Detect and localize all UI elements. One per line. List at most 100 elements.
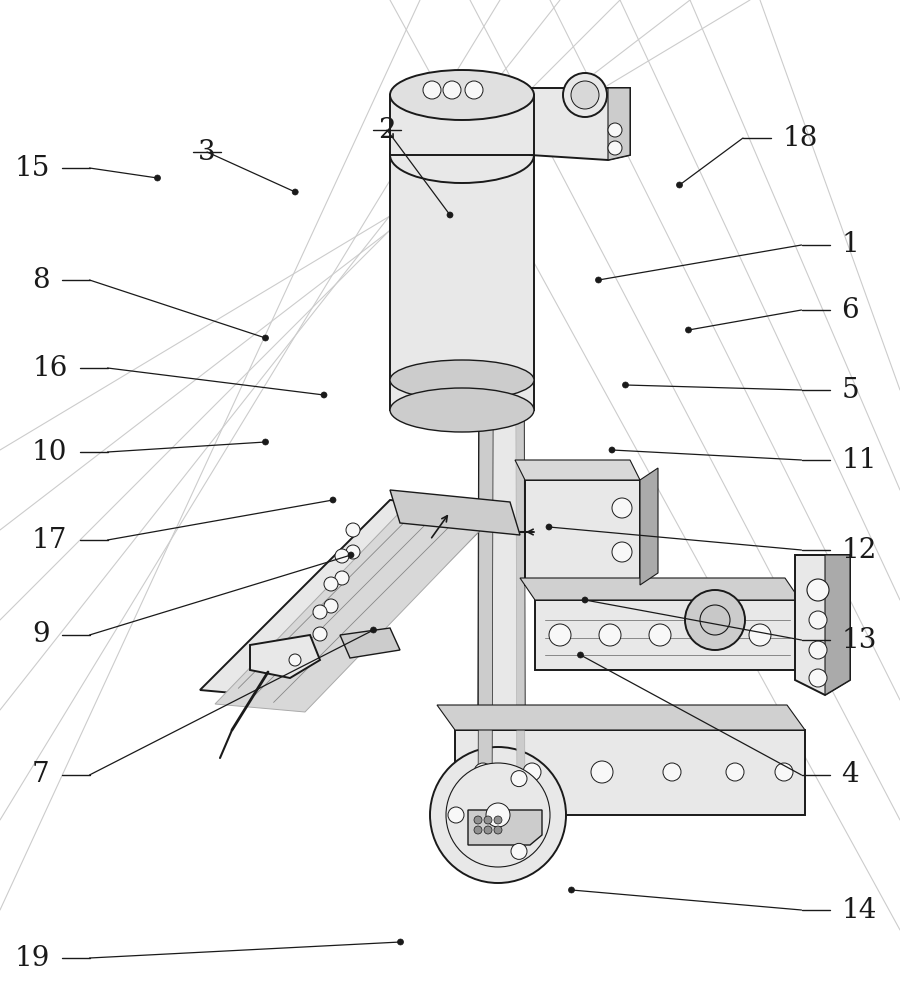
Circle shape xyxy=(700,605,730,635)
Text: 11: 11 xyxy=(842,446,877,474)
Circle shape xyxy=(511,843,527,859)
Circle shape xyxy=(446,763,550,867)
Text: 10: 10 xyxy=(32,438,68,466)
Text: 5: 5 xyxy=(842,376,859,403)
Text: 12: 12 xyxy=(842,536,877,564)
Text: 7: 7 xyxy=(32,762,50,788)
Polygon shape xyxy=(390,95,534,155)
Polygon shape xyxy=(468,810,542,845)
Circle shape xyxy=(749,624,771,646)
Text: 4: 4 xyxy=(842,762,859,788)
Polygon shape xyxy=(455,730,805,815)
Circle shape xyxy=(486,803,510,827)
Circle shape xyxy=(346,523,360,537)
Circle shape xyxy=(591,761,613,783)
Polygon shape xyxy=(215,512,490,712)
Circle shape xyxy=(371,627,376,633)
Circle shape xyxy=(494,816,502,824)
Polygon shape xyxy=(478,110,494,820)
Circle shape xyxy=(348,552,354,558)
Polygon shape xyxy=(608,88,630,160)
Ellipse shape xyxy=(390,360,534,400)
Polygon shape xyxy=(478,110,525,820)
Polygon shape xyxy=(825,555,850,695)
Polygon shape xyxy=(525,480,640,585)
Circle shape xyxy=(398,939,403,945)
Circle shape xyxy=(484,826,492,834)
Text: 3: 3 xyxy=(198,138,216,165)
Circle shape xyxy=(443,81,461,99)
Polygon shape xyxy=(530,88,630,160)
Circle shape xyxy=(335,549,349,563)
Text: 6: 6 xyxy=(842,296,859,324)
Polygon shape xyxy=(795,555,850,695)
Ellipse shape xyxy=(390,70,534,120)
Circle shape xyxy=(263,439,268,445)
Polygon shape xyxy=(515,460,640,480)
Circle shape xyxy=(563,73,607,117)
Circle shape xyxy=(346,545,360,559)
Text: 8: 8 xyxy=(32,266,50,294)
Ellipse shape xyxy=(390,127,534,183)
Circle shape xyxy=(423,81,441,99)
Text: 9: 9 xyxy=(32,621,50,648)
Circle shape xyxy=(523,763,541,781)
Polygon shape xyxy=(520,578,800,600)
Circle shape xyxy=(582,597,588,603)
Circle shape xyxy=(313,627,327,641)
Circle shape xyxy=(775,763,793,781)
Circle shape xyxy=(623,382,628,388)
Circle shape xyxy=(484,816,492,824)
Circle shape xyxy=(612,542,632,562)
Polygon shape xyxy=(515,110,525,820)
Circle shape xyxy=(546,524,552,530)
Circle shape xyxy=(289,654,301,666)
Circle shape xyxy=(335,571,349,585)
Polygon shape xyxy=(390,155,534,410)
Text: 13: 13 xyxy=(842,626,877,654)
Text: 2: 2 xyxy=(378,116,396,143)
Circle shape xyxy=(608,123,622,137)
Circle shape xyxy=(263,335,268,341)
Text: 16: 16 xyxy=(32,355,68,381)
Circle shape xyxy=(596,277,601,283)
Circle shape xyxy=(649,624,671,646)
Circle shape xyxy=(549,624,571,646)
Circle shape xyxy=(324,599,338,613)
Circle shape xyxy=(448,807,464,823)
Circle shape xyxy=(677,182,682,188)
Circle shape xyxy=(807,579,829,601)
Circle shape xyxy=(465,81,483,99)
Circle shape xyxy=(474,816,482,824)
Text: 15: 15 xyxy=(14,154,50,182)
Circle shape xyxy=(447,212,453,218)
Circle shape xyxy=(685,590,745,650)
Circle shape xyxy=(569,887,574,893)
Polygon shape xyxy=(250,635,320,678)
Circle shape xyxy=(612,498,632,518)
Text: 18: 18 xyxy=(783,124,818,151)
Circle shape xyxy=(321,392,327,398)
Polygon shape xyxy=(390,490,520,535)
Circle shape xyxy=(292,189,298,195)
Circle shape xyxy=(608,141,622,155)
Circle shape xyxy=(663,763,681,781)
Polygon shape xyxy=(535,600,800,670)
Circle shape xyxy=(511,771,527,787)
Circle shape xyxy=(578,652,583,658)
Circle shape xyxy=(155,175,160,181)
Text: 17: 17 xyxy=(32,526,68,554)
Ellipse shape xyxy=(390,388,534,432)
Circle shape xyxy=(726,763,744,781)
Polygon shape xyxy=(530,95,554,155)
Circle shape xyxy=(571,81,599,109)
Circle shape xyxy=(699,624,721,646)
Circle shape xyxy=(809,669,827,687)
Text: 14: 14 xyxy=(842,896,877,924)
Circle shape xyxy=(809,641,827,659)
Circle shape xyxy=(324,577,338,591)
Circle shape xyxy=(430,747,566,883)
Circle shape xyxy=(313,605,327,619)
Circle shape xyxy=(330,497,336,503)
Circle shape xyxy=(474,763,492,781)
